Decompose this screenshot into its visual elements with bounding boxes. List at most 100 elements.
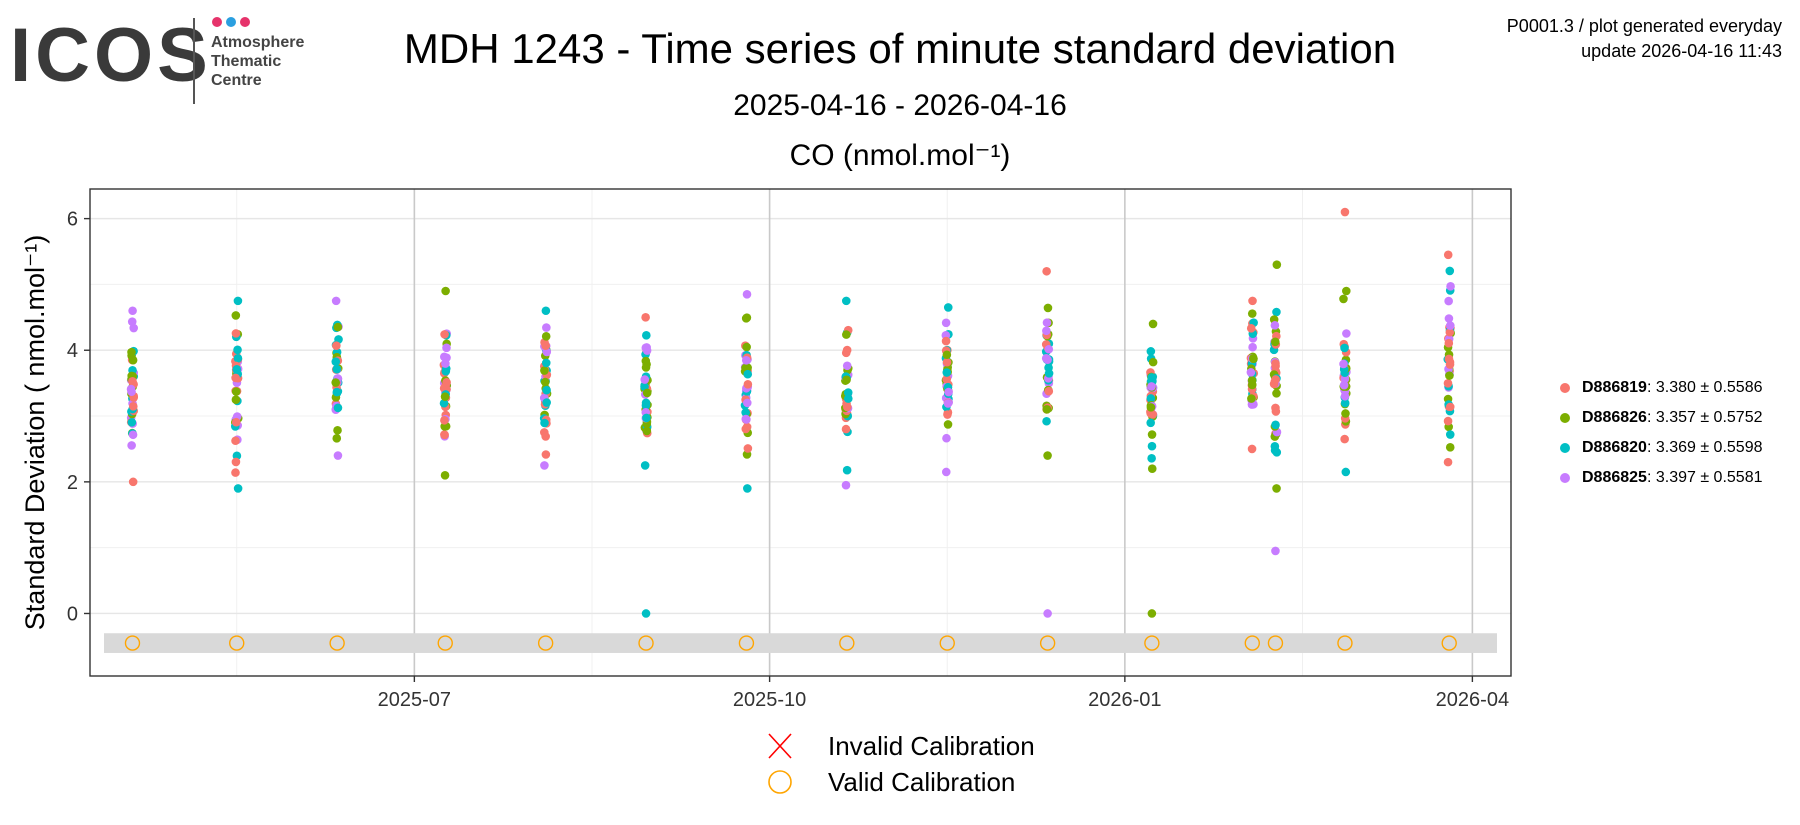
data-point — [542, 385, 551, 395]
data-point — [842, 375, 851, 385]
data-point — [942, 374, 952, 384]
data-point — [440, 430, 449, 440]
data-point — [1147, 464, 1157, 473]
data-point — [640, 375, 650, 384]
logo-text: Atmosphere Thematic Centre — [211, 33, 304, 90]
data-point — [333, 322, 343, 332]
y-tick-label: 2 — [67, 472, 78, 494]
legend-series-id: D886825 — [1582, 469, 1647, 486]
data-point — [1247, 444, 1257, 454]
data-point — [1146, 394, 1156, 403]
valid-calibration-legend: Valid Calibration — [760, 764, 1035, 800]
valid-calibration-marker — [1039, 635, 1056, 651]
data-point — [641, 363, 651, 372]
data-point — [1444, 296, 1453, 306]
data-point — [1271, 359, 1280, 368]
data-point — [1445, 327, 1455, 337]
data-point — [941, 318, 951, 328]
outlier-point — [641, 609, 651, 618]
data-point — [1270, 441, 1280, 451]
data-point — [1247, 394, 1256, 403]
data-point — [333, 426, 342, 435]
data-point — [1044, 344, 1054, 354]
data-point — [1341, 467, 1351, 477]
valid-calibration-marker — [1441, 635, 1457, 651]
data-point — [942, 350, 952, 360]
data-point — [1270, 321, 1280, 330]
data-point — [1043, 303, 1053, 313]
data-point — [128, 376, 137, 386]
data-point — [231, 373, 240, 383]
legend-stat: 3.380 ± 0.5586 — [1655, 379, 1763, 396]
x-tick-label: 2026-01 — [1088, 689, 1161, 711]
data-point — [743, 484, 752, 493]
data-point — [1339, 380, 1349, 390]
data-point — [541, 358, 551, 368]
logo-wordmark: ICOS — [10, 13, 212, 98]
logo-line: Centre — [211, 72, 262, 89]
legend-series-id: D886820 — [1582, 439, 1647, 456]
legend-dot — [1560, 473, 1570, 483]
data-point — [1444, 354, 1454, 364]
data-point — [1444, 314, 1454, 323]
data-point — [743, 369, 753, 379]
data-point — [1044, 386, 1054, 396]
data-point — [1147, 430, 1157, 439]
data-point — [641, 343, 651, 353]
valid-calibration-marker — [329, 635, 345, 651]
data-point — [128, 306, 137, 316]
data-point — [1446, 321, 1455, 330]
icos-logo: ICOS Atmosphere Thematic Centre — [10, 14, 330, 104]
data-point — [440, 392, 450, 401]
outlier-point — [1340, 207, 1350, 217]
data-point — [440, 470, 450, 480]
data-point — [842, 345, 852, 355]
legend-series-id: D886819 — [1582, 379, 1647, 396]
legend-dot — [1560, 443, 1570, 453]
valid-calibration-marker — [1244, 635, 1260, 651]
data-point — [1247, 309, 1257, 318]
data-point — [1147, 382, 1156, 391]
data-point — [1147, 454, 1156, 463]
valid-calibration-marker — [638, 635, 654, 651]
data-point — [233, 353, 243, 363]
calibration-band — [104, 633, 1497, 653]
data-point — [842, 402, 852, 412]
data-point — [741, 414, 751, 424]
calibration-legend: Invalid Calibration Valid Calibration — [760, 728, 1035, 800]
data-point — [539, 428, 549, 437]
circle-icon — [768, 770, 792, 794]
data-point — [1443, 457, 1453, 467]
data-point — [541, 306, 551, 316]
data-point — [1248, 296, 1257, 306]
data-point — [1443, 379, 1453, 388]
data-point — [231, 387, 241, 396]
data-point — [743, 379, 753, 389]
data-point — [742, 313, 752, 322]
legend-item: D886820: 3.369 ± 0.5598 — [1560, 435, 1763, 461]
data-point — [1446, 282, 1455, 291]
meta-line: P0001.3 / plot generated everyday — [1506, 16, 1782, 36]
data-point — [1043, 451, 1052, 460]
data-point — [1340, 374, 1350, 384]
data-point — [640, 461, 650, 470]
logo-dot — [212, 17, 222, 27]
cross-icon — [768, 733, 792, 759]
data-point — [1247, 380, 1257, 390]
data-point — [943, 303, 953, 312]
data-point — [441, 286, 450, 296]
data-point — [842, 465, 852, 475]
x-tick-label: 2025-10 — [733, 689, 806, 711]
outlier-point — [1271, 546, 1280, 556]
data-point — [842, 330, 851, 339]
data-point — [1271, 420, 1280, 430]
outlier-point — [1147, 609, 1157, 618]
data-point — [332, 364, 342, 374]
data-point — [1249, 354, 1258, 363]
data-point — [1272, 260, 1282, 269]
data-point — [843, 388, 853, 397]
data-point — [440, 330, 449, 339]
logo-dots — [212, 17, 250, 27]
data-point — [1246, 324, 1256, 333]
